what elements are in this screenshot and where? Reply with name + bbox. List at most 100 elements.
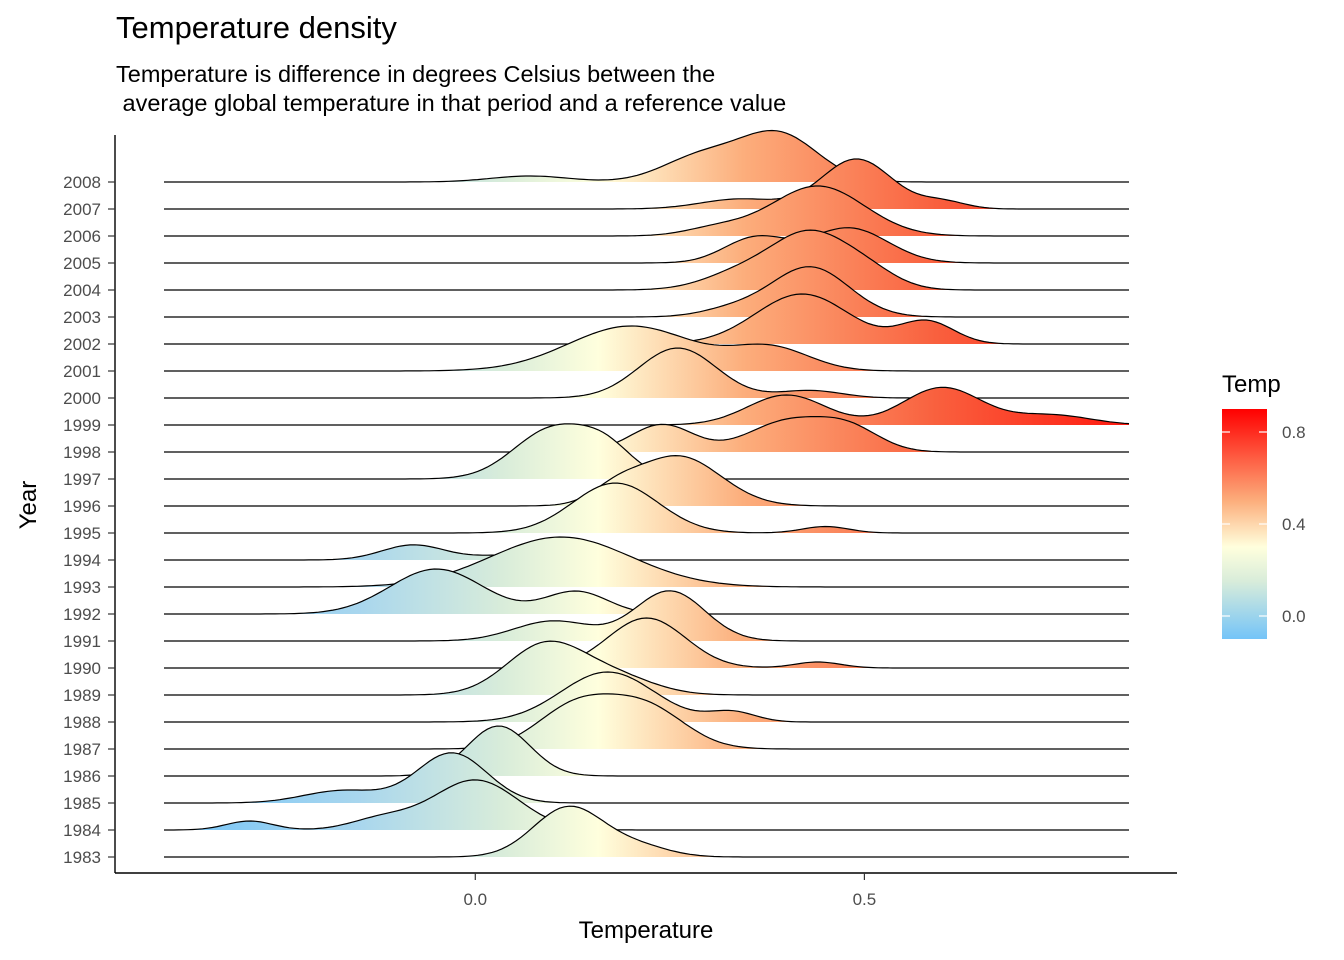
ridge-fill-1996 — [164, 455, 1129, 506]
y-tick-label-1990: 1990 — [63, 659, 101, 678]
ridge-line-1999 — [164, 386, 1130, 426]
ridge-line-1988 — [164, 671, 1129, 723]
ridge-line-1989 — [164, 640, 1129, 696]
x-tick-label: 0.5 — [853, 890, 877, 909]
y-tick-label-2000: 2000 — [63, 389, 101, 408]
ridge-fill-1988 — [164, 672, 1129, 722]
y-tick-label-2001: 2001 — [63, 362, 101, 381]
ridge-1999 — [164, 386, 1130, 426]
y-tick-label-1983: 1983 — [63, 848, 101, 867]
y-tick-label-1984: 1984 — [63, 821, 101, 840]
ridge-fill-1999 — [164, 387, 1129, 425]
ridge-2001 — [164, 325, 1129, 372]
ridge-1985 — [164, 752, 1129, 804]
ridge-fill-1992 — [164, 569, 1129, 614]
x-ticks-layer: 0.0 0.5 — [463, 873, 876, 909]
y-tick-label-1991: 1991 — [63, 632, 101, 651]
ridge-line-1987 — [164, 693, 1129, 750]
legend-title: Temp — [1222, 371, 1281, 398]
ridge-fill-1985 — [164, 752, 1129, 803]
ridge-1996 — [164, 454, 1129, 507]
ridge-line-1995 — [164, 482, 1129, 534]
ridge-fill-2000 — [164, 348, 1129, 398]
ridge-fill-1991 — [164, 590, 1129, 641]
ridge-line-1991 — [164, 590, 1129, 642]
ridge-fill-1995 — [164, 483, 1129, 533]
ridge-2004 — [164, 229, 1129, 291]
y-ticks-layer: 2008 2007 2006 2005 2004 2003 2002 2001 2000 1999… — [63, 173, 115, 867]
chart-subtitle: Temperature is difference in degrees Cel… — [116, 61, 787, 116]
x-axis-title: Temperature — [579, 917, 714, 944]
ridge-fill-2003 — [164, 266, 1129, 317]
ridge-fill-2002 — [164, 294, 1129, 344]
ridge-2008 — [164, 129, 1129, 183]
ridge-fill-1987 — [164, 693, 1129, 749]
ridge-line-1986 — [164, 725, 1129, 777]
ridge-fill-1989 — [164, 641, 1129, 695]
ridge-fill-1984 — [164, 779, 1129, 830]
ridge-2003 — [164, 266, 1129, 318]
y-tick-label-2006: 2006 — [63, 227, 101, 246]
ridge-2005 — [164, 227, 1129, 264]
y-tick-label-2008: 2008 — [63, 173, 101, 192]
y-tick-label-1989: 1989 — [63, 686, 101, 705]
ridge-1987 — [164, 693, 1129, 750]
legend-ticks: 0.8 0.4 0.0 — [1222, 423, 1306, 626]
ridge-1993 — [164, 536, 1129, 588]
ridge-line-1983 — [164, 805, 1129, 858]
chart-title: Temperature density — [116, 10, 397, 45]
ridge-2007 — [164, 158, 1129, 210]
y-tick-label-2005: 2005 — [63, 254, 101, 273]
ridge-1998 — [164, 416, 1129, 453]
ridge-line-1996 — [164, 454, 1129, 507]
ridge-1994 — [164, 544, 1129, 561]
ridge-fill-2008 — [164, 130, 1129, 182]
y-tick-label-1997: 1997 — [63, 470, 101, 489]
y-tick-label-1988: 1988 — [63, 713, 101, 732]
ridge-line-2008 — [164, 129, 1129, 183]
y-tick-label-1987: 1987 — [63, 740, 101, 759]
ridge-fill-1998 — [164, 416, 1129, 452]
ridge-line-2007 — [164, 158, 1129, 210]
y-axis-title: Year — [15, 481, 42, 530]
y-tick-label-1999: 1999 — [63, 416, 101, 435]
y-tick-label-1985: 1985 — [63, 794, 101, 813]
y-tick-label-1995: 1995 — [63, 524, 101, 543]
y-tick-label-2004: 2004 — [63, 281, 101, 300]
ridge-line-2004 — [164, 229, 1129, 291]
ridge-fill-1983 — [164, 806, 1129, 857]
ridge-1986 — [164, 725, 1129, 777]
ridge-line-2003 — [164, 266, 1129, 318]
ridge-line-1985 — [164, 752, 1129, 804]
ridge-fill-2006 — [164, 186, 1129, 236]
ridge-fill-2005 — [164, 227, 1129, 263]
ridge-fill-1990 — [164, 618, 1129, 668]
ridge-1995 — [164, 482, 1129, 534]
ridge-1983 — [164, 805, 1129, 858]
y-tick-label-1994: 1994 — [63, 551, 101, 570]
ridge-fill-2004 — [164, 230, 1129, 290]
ridge-1989 — [164, 640, 1129, 696]
ridge-line-1990 — [164, 617, 1129, 669]
ridge-line-1993 — [164, 536, 1129, 588]
legend-label: 0.0 — [1282, 607, 1306, 626]
y-tick-label-1986: 1986 — [63, 767, 101, 786]
ridge-line-1994 — [164, 544, 1129, 561]
y-tick-label-1993: 1993 — [63, 578, 101, 597]
ridge-1984 — [164, 779, 1129, 831]
ridge-fill-2001 — [164, 326, 1129, 371]
y-tick-label-2003: 2003 — [63, 308, 101, 327]
axes-layer — [114, 135, 1177, 874]
ridge-line-1998 — [164, 416, 1129, 453]
ridges-layer — [164, 129, 1130, 858]
y-tick-label-2007: 2007 — [63, 200, 101, 219]
color-legend: Temp 0.8 0.4 0.0 — [1222, 371, 1306, 639]
ridge-1988 — [164, 671, 1129, 723]
y-tick-label-1998: 1998 — [63, 443, 101, 462]
ridge-2006 — [164, 185, 1129, 237]
ridge-1991 — [164, 590, 1129, 642]
ridge-line-2006 — [164, 185, 1129, 237]
y-tick-label-1996: 1996 — [63, 497, 101, 516]
legend-label: 0.4 — [1282, 515, 1306, 534]
